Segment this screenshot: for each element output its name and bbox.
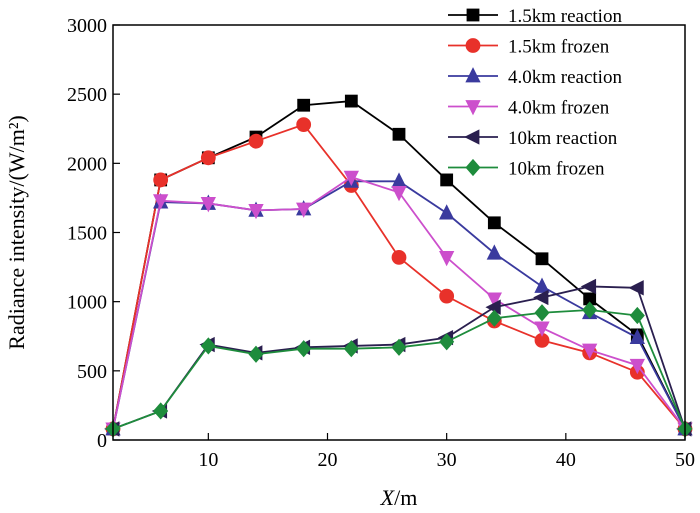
legend-label: 10km frozen — [508, 159, 605, 180]
y-tick-label: 500 — [77, 361, 107, 383]
legend-marker — [465, 158, 481, 177]
y-tick-label: 1000 — [67, 292, 107, 314]
series-2 — [105, 172, 693, 436]
legend-entry: 4.0km reaction — [448, 67, 622, 88]
data-point — [629, 306, 645, 325]
data-point — [248, 345, 264, 363]
data-point — [580, 278, 597, 295]
series-3 — [105, 170, 693, 438]
y-tick-label: 1500 — [67, 223, 107, 245]
series-line — [112, 309, 686, 430]
data-point — [391, 249, 407, 265]
legend-entry: 1.5km frozen — [448, 37, 610, 58]
legend-marker — [466, 8, 480, 22]
y-tick-label: 2000 — [67, 153, 107, 175]
x-axis-label-variable: X — [380, 485, 396, 510]
x-tick-label: 40 — [556, 449, 576, 471]
y-tick-label: 0 — [97, 430, 107, 452]
x-tick-label: 30 — [437, 449, 457, 471]
data-point — [534, 304, 550, 322]
data-point — [343, 340, 359, 358]
data-point — [200, 150, 216, 166]
x-tick-label: 20 — [318, 449, 338, 471]
legend-entry: 4.0km frozen — [448, 98, 610, 119]
legend-marker — [464, 129, 480, 145]
data-point — [343, 170, 359, 187]
legend: 1.5km reaction 1.5km frozen 4.0km reaction… — [448, 6, 622, 180]
y-tick-label: 3000 — [67, 15, 107, 37]
legend-entry: 1.5km reaction — [448, 6, 622, 27]
data-point — [296, 117, 312, 132]
data-point — [391, 185, 407, 202]
data-point — [486, 244, 502, 260]
data-point — [582, 301, 598, 319]
legend-entry: 10km frozen — [448, 159, 605, 180]
x-tick-label: 50 — [675, 449, 695, 471]
data-point — [200, 197, 216, 213]
data-point — [485, 299, 501, 315]
data-point — [248, 203, 264, 220]
data-point — [628, 280, 644, 296]
data-point — [248, 133, 264, 149]
data-point — [439, 250, 455, 267]
y-tick-label: 2500 — [67, 84, 107, 106]
data-point — [153, 194, 169, 210]
data-point — [533, 289, 549, 306]
legend-label: 1.5km frozen — [508, 37, 610, 58]
data-point — [486, 292, 502, 308]
data-point — [391, 172, 407, 188]
data-point — [439, 333, 455, 351]
data-point — [392, 127, 406, 141]
legend-marker — [465, 38, 481, 53]
data-point — [200, 337, 216, 355]
data-point — [535, 252, 549, 266]
y-axis-label: Radiance intensity/(W/m²) — [4, 115, 29, 349]
data-point — [629, 328, 645, 345]
legend-label: 4.0km frozen — [508, 98, 610, 119]
legend-label: 4.0km reaction — [508, 67, 622, 88]
data-point — [153, 402, 169, 420]
series-line — [112, 176, 686, 430]
legend-marker — [465, 100, 481, 116]
x-tick-label: 10 — [198, 449, 218, 471]
series-line — [112, 100, 686, 430]
data-point — [391, 338, 407, 356]
data-point — [582, 343, 598, 359]
legend-entry: 10km reaction — [448, 128, 618, 149]
data-point — [629, 358, 645, 375]
legend-marker — [465, 67, 481, 83]
data-point — [297, 98, 311, 112]
data-point — [296, 202, 312, 218]
legend-label: 10km reaction — [508, 128, 618, 149]
data-point — [440, 173, 454, 187]
legend-label: 1.5km reaction — [508, 6, 622, 27]
data-point — [439, 204, 455, 220]
data-point — [486, 309, 502, 327]
data-point — [344, 94, 358, 108]
data-point — [153, 172, 169, 188]
x-axis-label-unit: /m — [394, 485, 417, 510]
series-5 — [105, 301, 693, 438]
data-point — [487, 216, 501, 230]
x-axis-label: X/m — [380, 485, 418, 510]
data-point — [534, 277, 550, 293]
data-point — [296, 340, 312, 358]
data-point — [534, 321, 550, 337]
data-point — [439, 288, 455, 304]
